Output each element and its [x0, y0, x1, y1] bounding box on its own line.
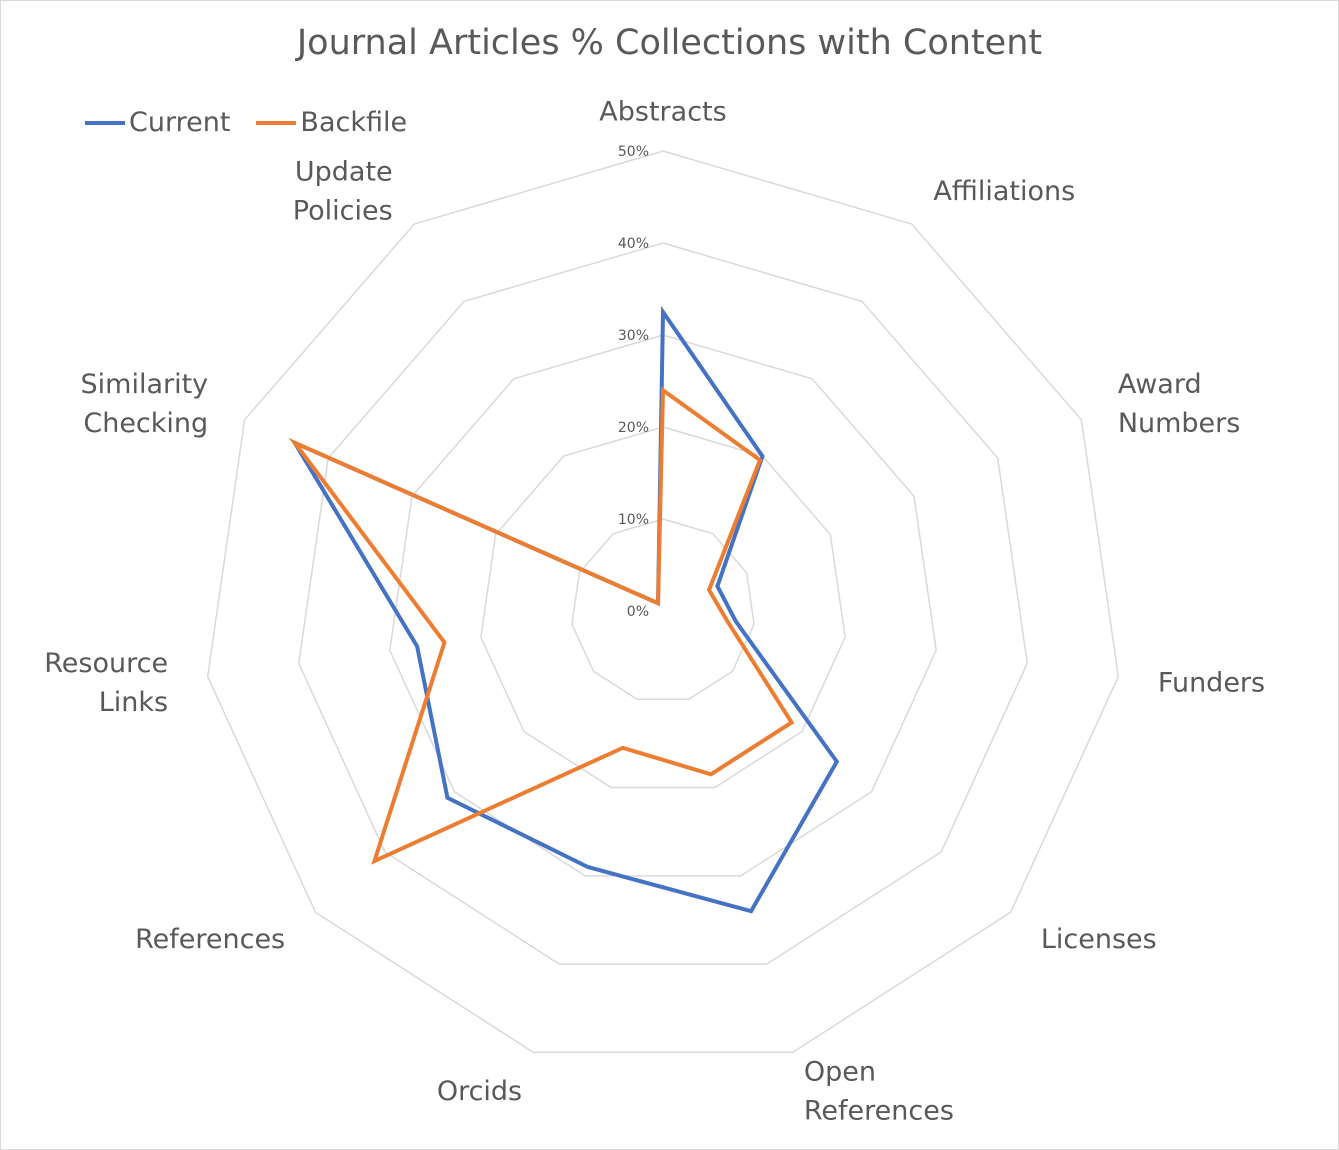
tick-label-3: 30% [618, 328, 649, 344]
tick-label-4: 40% [618, 236, 649, 252]
tick-label-0: 0% [627, 604, 649, 620]
legend-label-backfile: Backfile [300, 107, 408, 138]
tick-label-5: 50% [618, 144, 649, 160]
chart-title: Journal Articles % Collections with Cont… [296, 23, 1043, 63]
legend-swatch-current [85, 120, 125, 125]
legend-swatch-backfile [256, 120, 297, 125]
category-label-update-policies: Update Policies [293, 156, 393, 226]
category-label-resource-links: Resource Links [44, 648, 168, 718]
category-label-abstracts: Abstracts [599, 96, 726, 127]
legend-label-current: Current [129, 107, 231, 138]
grid-ring-4 [297, 242, 1029, 965]
legend-item-current: Current [85, 107, 230, 138]
tick-label-2: 20% [618, 420, 649, 436]
category-label-orcids: Orcids [437, 1076, 522, 1107]
category-label-funders: Funders [1158, 668, 1265, 699]
grid-ring-2 [480, 426, 846, 789]
category-label-affiliations: Affiliations [933, 176, 1075, 207]
category-label-licenses: Licenses [1041, 924, 1157, 955]
tick-label-1: 10% [618, 512, 649, 528]
legend-item-backfile: Backfile [256, 107, 407, 138]
grid-ring-3 [389, 334, 937, 877]
category-label-award-numbers: Award Numbers [1118, 369, 1241, 439]
category-label-open-references: Open References [804, 1057, 954, 1127]
grid-ring-5 [206, 150, 1120, 1054]
grid-ring-1 [571, 518, 755, 701]
chart-legend: Current Backfile [85, 107, 433, 138]
series-line-backfile [288, 386, 795, 865]
category-label-similarity-checking: Similarity Checking [81, 369, 209, 439]
category-label-references: References [135, 924, 285, 955]
